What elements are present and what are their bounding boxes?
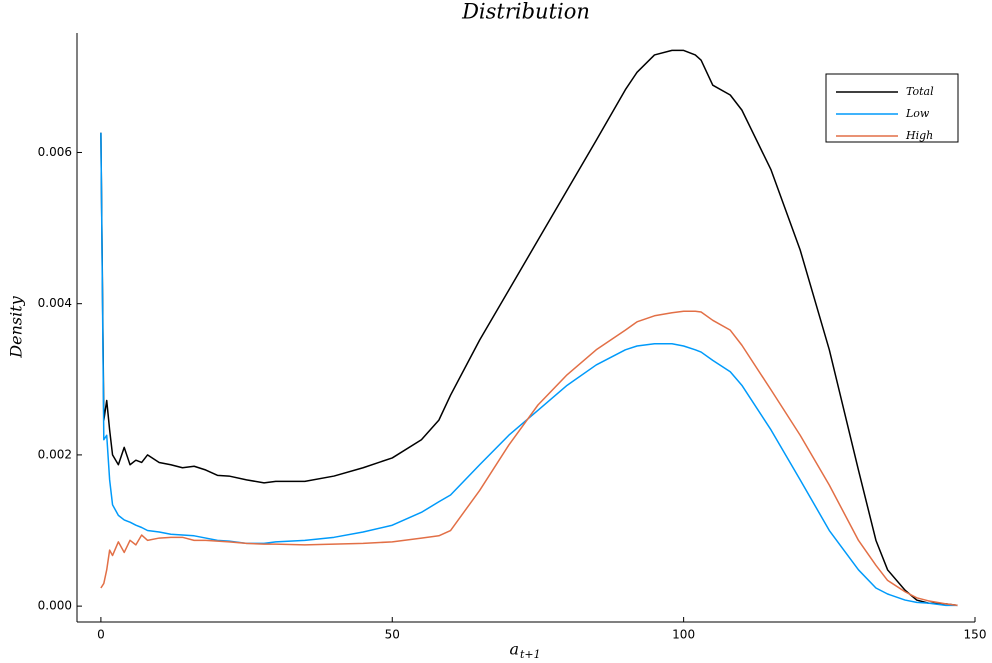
- y-tick-label: 0.000: [38, 599, 72, 613]
- y-tick-label: 0.002: [38, 447, 72, 461]
- x-tick-label: 0: [97, 628, 105, 642]
- legend-label: High: [905, 129, 933, 142]
- chart-title: Distribution: [461, 0, 590, 24]
- series-line: [100, 49, 958, 607]
- legend-label: Low: [905, 107, 930, 120]
- x-axis-label-subscript: t+1: [520, 648, 541, 661]
- x-axis-label: a: [509, 640, 519, 659]
- x-tick-label: 150: [964, 628, 987, 642]
- legend-label: Total: [906, 85, 934, 98]
- series-line: [100, 310, 958, 607]
- x-tick-label: 100: [672, 628, 695, 642]
- legend-box: [825, 73, 959, 143]
- series-line: [100, 132, 958, 607]
- y-axis-label: Density: [7, 295, 26, 358]
- y-tick-label: 0.006: [38, 145, 72, 159]
- x-tick-label: 50: [385, 628, 400, 642]
- y-tick-label: 0.004: [38, 296, 72, 310]
